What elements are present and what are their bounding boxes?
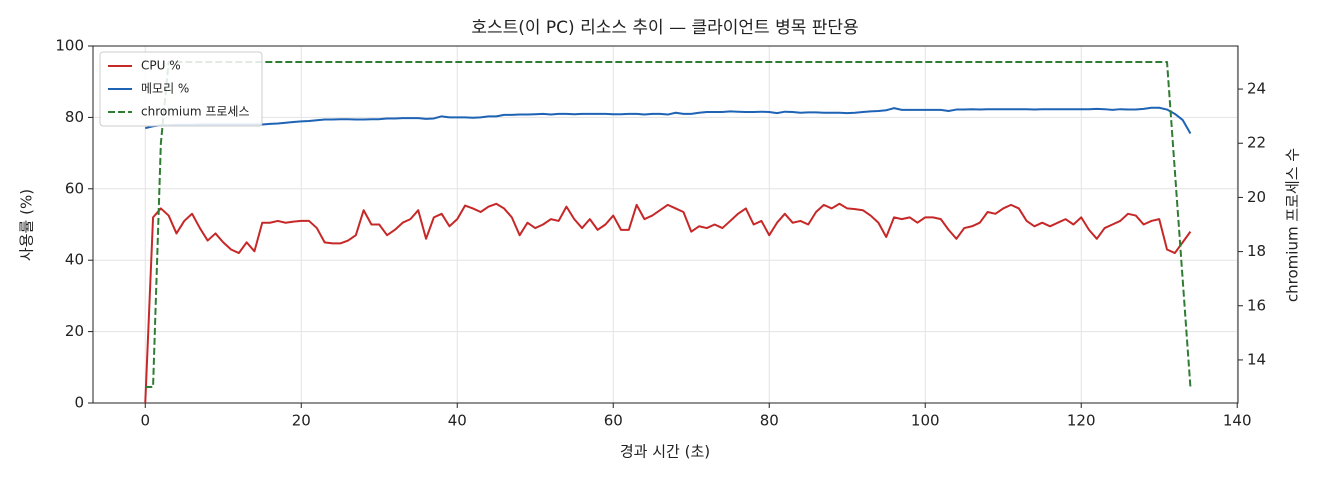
x-tick-label: 100 xyxy=(911,412,940,430)
y2-tick-label: 16 xyxy=(1247,296,1266,314)
x-tick-label: 60 xyxy=(604,412,623,430)
chart-title: 호스트(이 PC) 리소스 추이 — 클라이언트 병목 판단용 xyxy=(471,18,858,38)
y2-axis-label: chromium 프로세스 수 xyxy=(1284,148,1302,302)
x-tick-label: 0 xyxy=(140,412,150,430)
y2-tick-label: 20 xyxy=(1247,188,1266,206)
x-axis-label: 경과 시간 (초) xyxy=(620,443,710,461)
x-tick-label: 20 xyxy=(292,412,311,430)
legend-label: CPU % xyxy=(141,59,181,73)
series-line xyxy=(145,60,1192,389)
y2-tick-label: 18 xyxy=(1247,242,1266,260)
legend-label: chromium 프로세스 xyxy=(141,105,250,119)
y2-tick-label: 22 xyxy=(1247,134,1266,152)
series-line xyxy=(144,202,1192,404)
y-tick-label: 60 xyxy=(65,179,84,197)
x-tick-label: 140 xyxy=(1223,412,1252,430)
series-line xyxy=(145,106,1192,134)
x-tick-label: 40 xyxy=(448,412,467,430)
x-tick-label: 80 xyxy=(760,412,779,430)
legend-box xyxy=(99,51,263,127)
legend-label: 메모리 % xyxy=(141,82,189,96)
x-tick-label: 120 xyxy=(1067,412,1096,430)
y2-tick-label: 24 xyxy=(1247,80,1266,98)
y-axis-label: 사용률 (%) xyxy=(18,189,36,261)
y2-tick-label: 14 xyxy=(1247,350,1266,368)
y-tick-label: 40 xyxy=(65,251,84,269)
y-tick-label: 80 xyxy=(65,108,84,126)
plot-frame xyxy=(92,45,1239,404)
y-tick-label: 100 xyxy=(55,37,84,55)
y-tick-label: 0 xyxy=(74,394,84,412)
y-tick-label: 20 xyxy=(65,322,84,340)
